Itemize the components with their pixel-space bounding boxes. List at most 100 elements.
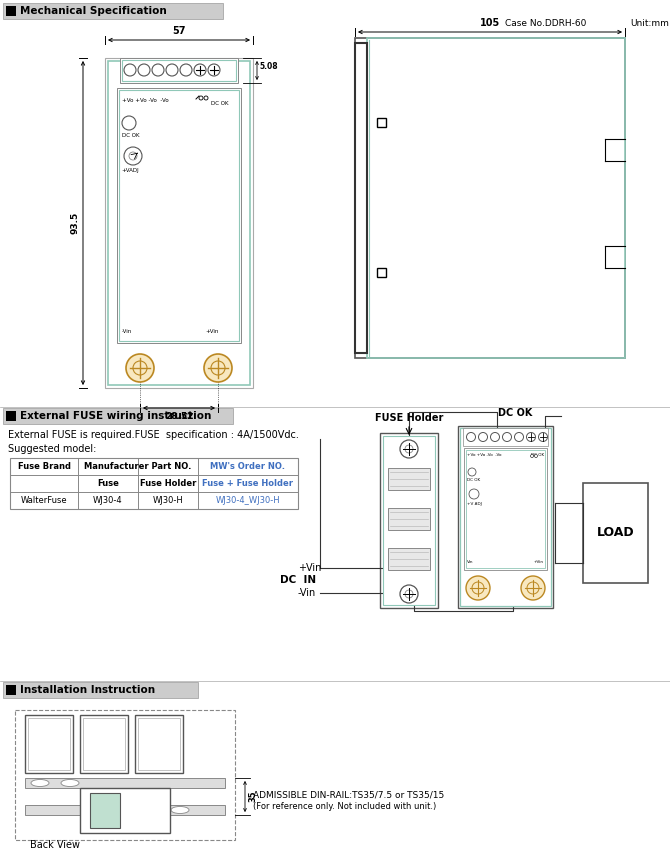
Bar — [3, 682, 198, 698]
Bar — [25, 805, 225, 815]
Bar — [458, 426, 553, 608]
Bar — [464, 448, 547, 570]
Bar — [135, 715, 183, 773]
Bar — [80, 715, 128, 773]
Bar — [6, 685, 16, 695]
Circle shape — [122, 116, 136, 130]
Bar — [380, 433, 438, 608]
Bar — [355, 38, 625, 358]
Circle shape — [400, 585, 418, 603]
Circle shape — [126, 354, 154, 382]
Bar — [606, 247, 625, 268]
Text: 57: 57 — [172, 26, 186, 36]
Ellipse shape — [61, 779, 79, 786]
Circle shape — [466, 576, 490, 600]
Circle shape — [138, 64, 150, 76]
Circle shape — [468, 468, 476, 476]
Bar — [388, 468, 430, 490]
Text: -Vin: -Vin — [122, 329, 132, 334]
Text: WJ30-H: WJ30-H — [153, 496, 184, 505]
Text: DC OK: DC OK — [467, 478, 480, 482]
Circle shape — [208, 64, 220, 76]
Circle shape — [527, 432, 535, 441]
Bar — [10, 458, 298, 509]
Circle shape — [124, 147, 142, 165]
Text: Unit:mm: Unit:mm — [630, 19, 669, 28]
Text: Mechanical Specification: Mechanical Specification — [20, 6, 167, 16]
Circle shape — [539, 432, 547, 441]
Text: +Vin: +Vin — [206, 329, 219, 334]
Circle shape — [199, 96, 203, 100]
Circle shape — [405, 590, 413, 598]
Circle shape — [466, 432, 476, 441]
Text: Fuse: Fuse — [97, 479, 119, 488]
Text: -Vin: -Vin — [298, 588, 316, 598]
Text: WalterFuse: WalterFuse — [21, 496, 67, 505]
Circle shape — [469, 489, 479, 499]
Text: 5.08: 5.08 — [259, 62, 277, 71]
Bar — [355, 43, 367, 353]
Text: +V ADJ: +V ADJ — [467, 502, 482, 506]
Circle shape — [133, 361, 147, 375]
Ellipse shape — [136, 806, 154, 813]
Text: DC OK: DC OK — [498, 408, 532, 418]
Text: ADMISSIBLE DIN-RAIL:TS35/7.5 or TS35/15: ADMISSIBLE DIN-RAIL:TS35/7.5 or TS35/15 — [253, 790, 444, 799]
Bar — [367, 38, 625, 358]
Text: External FUSE is required.FUSE  specification : 4A/1500Vdc.: External FUSE is required.FUSE specifica… — [8, 430, 299, 440]
Circle shape — [472, 582, 484, 594]
Bar — [388, 508, 430, 530]
Bar — [377, 118, 386, 127]
Circle shape — [405, 445, 413, 453]
Circle shape — [535, 454, 537, 458]
Bar — [377, 268, 386, 277]
Bar — [25, 778, 225, 788]
Bar — [6, 411, 16, 421]
Circle shape — [502, 432, 511, 441]
Bar — [117, 88, 241, 343]
Ellipse shape — [31, 779, 49, 786]
Bar — [388, 548, 430, 570]
Text: Vin: Vin — [467, 560, 474, 564]
Text: 28.52: 28.52 — [165, 412, 193, 421]
Circle shape — [166, 64, 178, 76]
Text: WJ30-4_WJ30-H: WJ30-4_WJ30-H — [216, 496, 280, 505]
Circle shape — [194, 64, 206, 76]
Bar — [80, 788, 170, 833]
Bar — [120, 58, 238, 83]
Circle shape — [521, 576, 545, 600]
Text: Fuse Holder: Fuse Holder — [140, 479, 196, 488]
Circle shape — [490, 432, 500, 441]
Circle shape — [129, 152, 137, 160]
Text: 105: 105 — [480, 18, 500, 28]
Text: (For reference only. Not included with unit.): (For reference only. Not included with u… — [253, 802, 436, 811]
Bar — [83, 718, 125, 770]
Text: Fuse + Fuse Holder: Fuse + Fuse Holder — [202, 479, 293, 488]
Circle shape — [531, 454, 533, 458]
Bar — [606, 140, 625, 161]
Text: Suggested model:: Suggested model: — [8, 444, 96, 454]
Text: DC OK: DC OK — [122, 133, 139, 138]
Bar — [25, 715, 73, 773]
Bar — [28, 718, 70, 770]
Bar — [122, 60, 236, 81]
Circle shape — [180, 64, 192, 76]
Text: DC OK: DC OK — [211, 101, 228, 106]
Bar — [3, 3, 223, 19]
Bar — [108, 61, 250, 385]
Text: 93.5: 93.5 — [70, 212, 79, 234]
Circle shape — [478, 432, 488, 441]
Bar — [583, 483, 648, 583]
Text: +VADJ: +VADJ — [121, 168, 139, 173]
Text: Manufacturer Part NO.: Manufacturer Part NO. — [84, 462, 192, 471]
Bar — [138, 718, 180, 770]
Ellipse shape — [171, 806, 189, 813]
Circle shape — [527, 582, 539, 594]
Bar — [119, 90, 239, 341]
Circle shape — [400, 440, 418, 458]
Bar — [466, 450, 545, 568]
Circle shape — [204, 96, 208, 100]
Text: +Vin: +Vin — [298, 563, 322, 573]
Bar — [383, 436, 435, 605]
Text: Back View: Back View — [30, 840, 80, 850]
Bar — [6, 6, 16, 16]
